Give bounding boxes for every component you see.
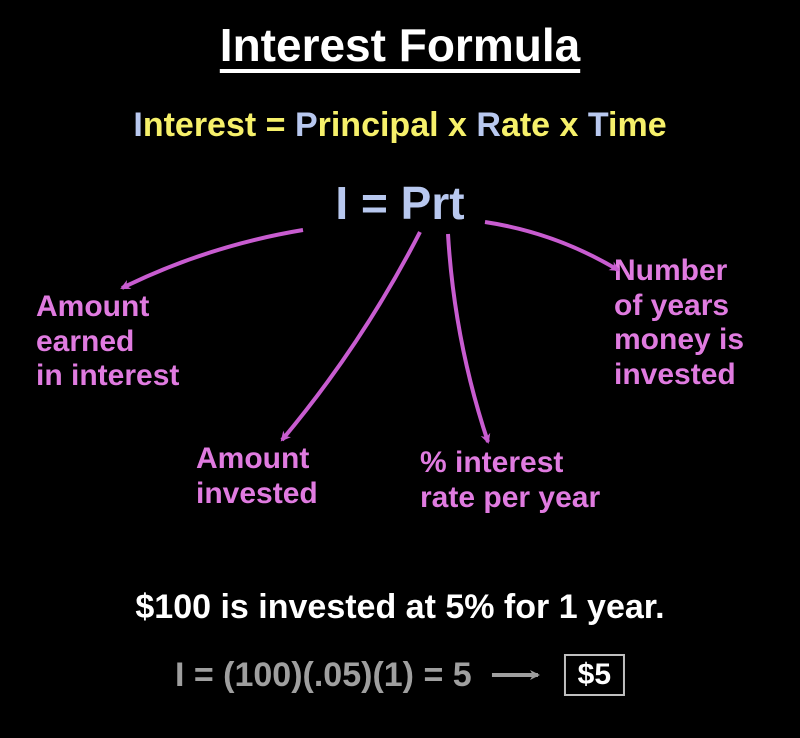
arrow [282,232,420,440]
full-formula: Interest = Principal x Rate x Time [133,106,666,145]
calc-row: I = (100)(.05)(1) = 5 $5 [175,654,625,696]
times-2: x [550,106,588,144]
principal-initial: P [295,106,318,144]
time-rest: ime [608,106,667,144]
calc-expression: I = (100)(.05)(1) = 5 [175,656,472,695]
arrow [485,222,618,270]
label-rate: % interestrate per year [420,446,600,515]
result-arrow-icon [490,665,546,685]
rate-rest: ate [501,106,550,144]
rate-initial: R [476,106,501,144]
arrow [448,234,488,442]
var-t: t [449,177,464,229]
time-initial: T [588,106,608,144]
times-1: x [439,106,477,144]
equals-1: = [256,106,295,144]
equals-2: = [348,177,400,229]
var-p: P [401,177,432,229]
example-text: $100 is invested at 5% for 1 year. [135,588,664,627]
arrow [122,230,303,288]
label-time: Numberof yearsmoney isinvested [614,254,744,392]
label-interest: Amountearnedin interest [36,290,179,394]
principal-rest: rincipal [318,106,439,144]
result-box: $5 [564,654,625,696]
title: Interest Formula [220,18,580,72]
interest-rest: nterest [143,106,256,144]
var-r: r [431,177,449,229]
var-i: I [335,177,348,229]
short-formula: I = Prt [335,176,464,230]
label-principal: Amountinvested [196,442,318,511]
